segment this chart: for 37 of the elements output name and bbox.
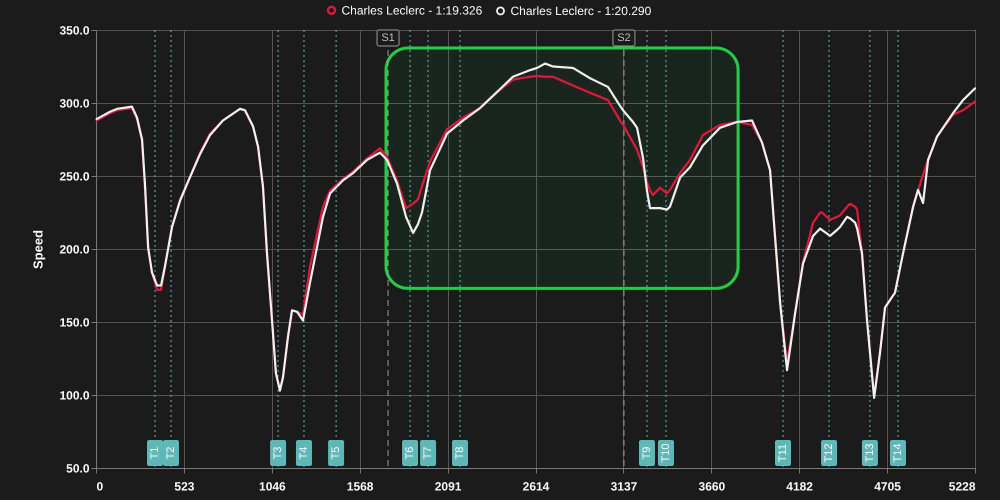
x-tick-label: 2091 xyxy=(434,480,462,494)
ref-line-label: T1 xyxy=(149,446,162,460)
ref-line-label: T8 xyxy=(454,446,466,460)
ref-line-label: S1 xyxy=(381,32,395,44)
x-tick-label: 4705 xyxy=(874,480,902,494)
ref-line-label: T11 xyxy=(776,444,789,462)
y-tick-label: 50.0 xyxy=(66,462,90,476)
y-tick-label: 350.0 xyxy=(59,24,90,38)
ref-line-label: S2 xyxy=(617,32,631,44)
y-axis-title: Speed xyxy=(30,230,46,270)
y-tick-label: 200.0 xyxy=(59,242,90,256)
ref-line-label: T3 xyxy=(272,446,284,460)
legend-label: Charles Leclerc - 1:20.290 xyxy=(510,4,652,18)
ref-line-label: T6 xyxy=(404,446,416,460)
ref-line-label: T14 xyxy=(892,444,904,462)
ref-line-label: T13 xyxy=(864,444,876,462)
x-tick-label: 4182 xyxy=(786,480,814,494)
x-tick-label: 1568 xyxy=(346,480,374,494)
y-tick-label: 250.0 xyxy=(59,170,90,184)
y-tick-label: 150.0 xyxy=(59,316,90,330)
ref-line-label: T5 xyxy=(330,446,342,460)
x-tick-label: 0 xyxy=(96,480,104,494)
x-tick-label: 3660 xyxy=(698,480,726,494)
ref-line-label: T2 xyxy=(164,446,177,460)
legend-label: Charles Leclerc - 1:19.326 xyxy=(342,3,483,18)
ref-line-label: T9 xyxy=(640,446,653,460)
x-tick-label: 1046 xyxy=(259,480,286,494)
y-tick-label: 100.0 xyxy=(59,388,90,402)
y-tick-label: 300.0 xyxy=(59,96,90,110)
x-tick-label: 2614 xyxy=(522,480,550,494)
x-tick-label: 523 xyxy=(174,480,195,494)
x-tick-label: 3137 xyxy=(610,480,638,494)
ref-line-label: T7 xyxy=(422,446,434,460)
ref-line-label: T10 xyxy=(660,444,672,462)
ref-line-label: T4 xyxy=(298,446,310,460)
ref-line-label: T12 xyxy=(823,444,836,462)
x-tick-label: 5228 xyxy=(948,480,976,494)
